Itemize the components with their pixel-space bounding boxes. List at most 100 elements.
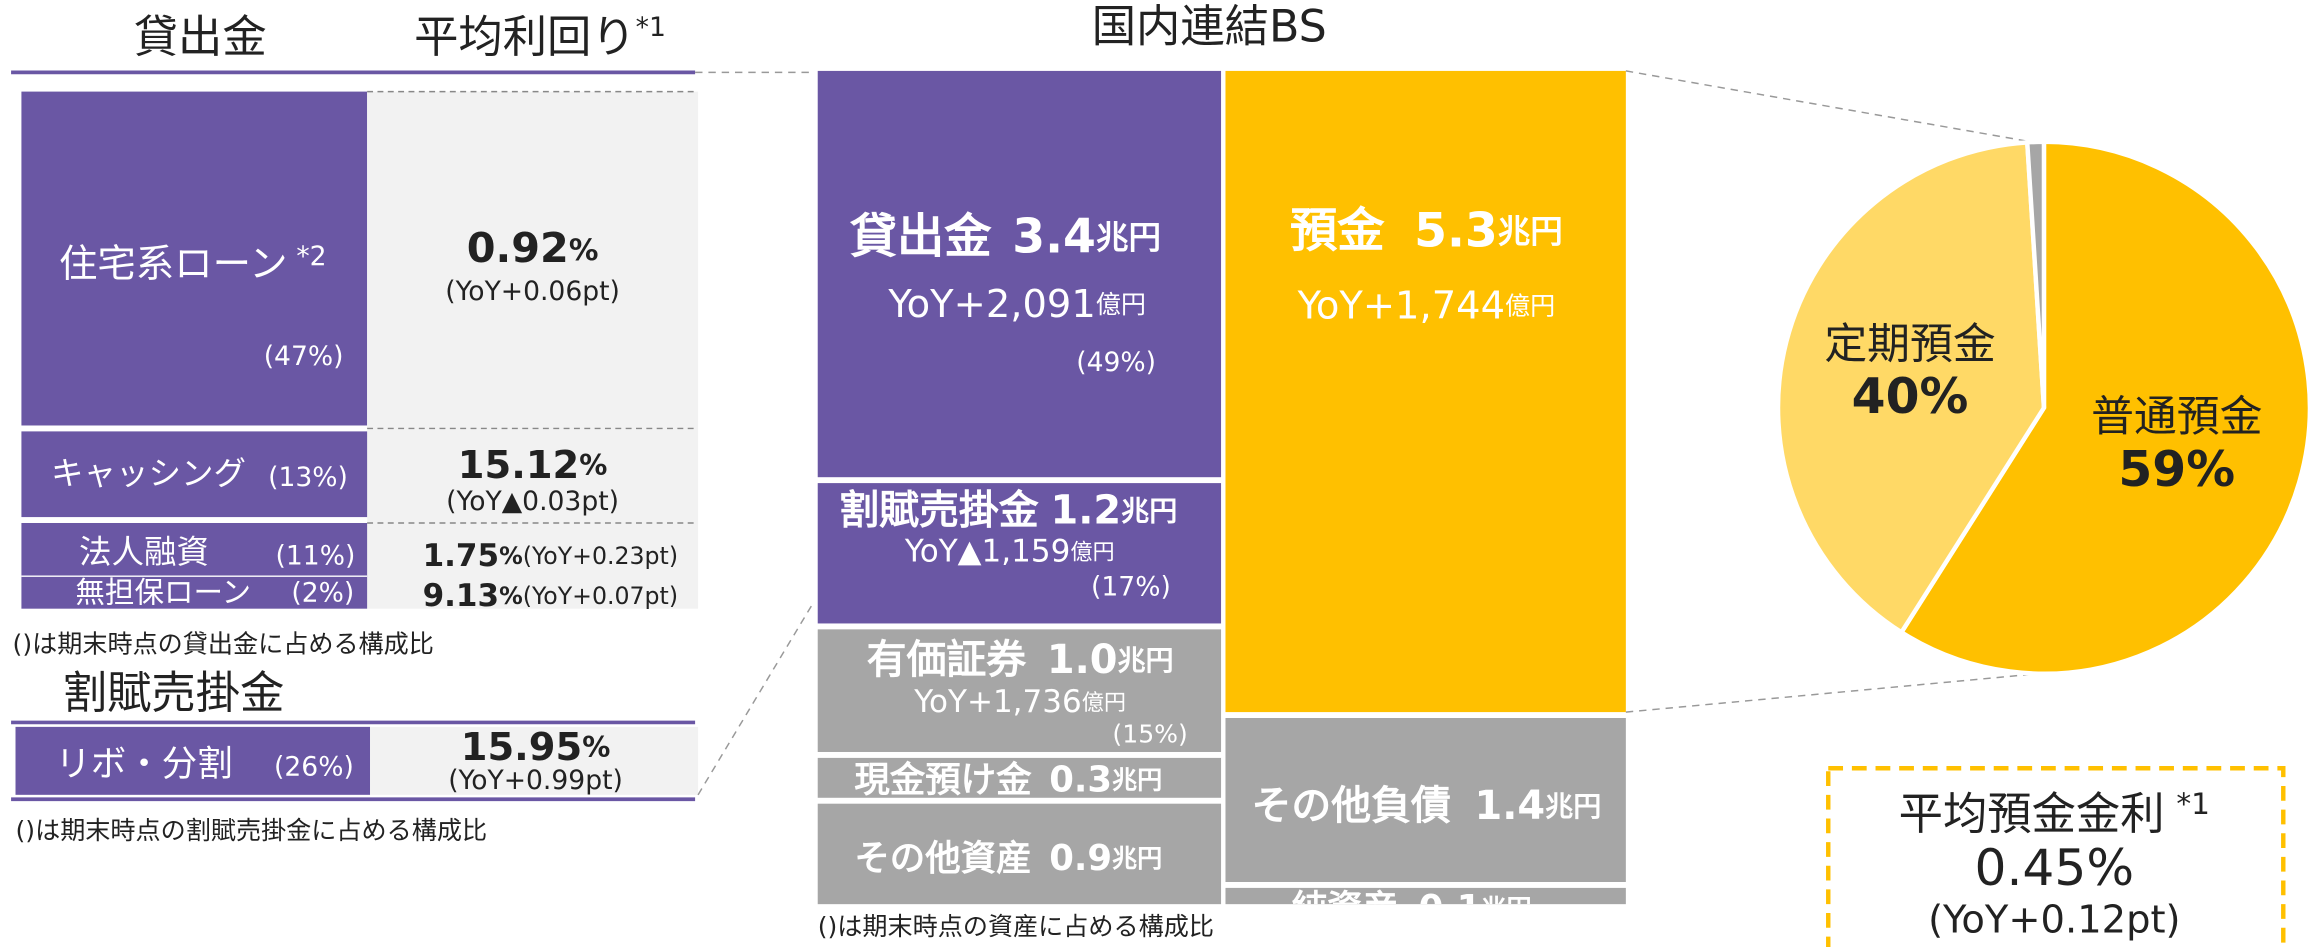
loan-yoy: (YoY+0.06pt) [445,276,620,307]
pie-slice [1775,139,2047,636]
loan-yoy: (YoY▲0.03pt) [446,486,619,517]
yield-box [370,726,699,795]
asset-amount: 0.3 [1049,760,1112,801]
yield-value: 0.92 [467,224,569,272]
loan-box [21,91,368,426]
loan-share: (2%) [291,577,354,608]
asset-box [817,70,1222,478]
loan-share: (13%) [268,462,348,493]
loan-share: (47%) [264,341,344,372]
asset-label: 有価証券 1.0兆円 [867,636,1174,682]
loan-yield: 0.92% [467,224,599,272]
asset-name: 有価証券 [867,636,1028,682]
asset-yoy: YoY+1,736億円 [913,684,1126,720]
liability-name: 純資産 [1292,888,1398,929]
liability-amount: 5.3 [1414,203,1498,258]
liability-name: 預金 [1290,203,1385,258]
loan-name: リボ・分割 [55,743,232,784]
yoy-text: YoY+1,736 [913,684,1082,720]
asset-unit: 兆円 [1121,495,1177,528]
footnote-mark: *1 [2176,787,2210,821]
rate-box [1826,766,2286,947]
loan-name-text: 住宅系ローン [59,241,288,286]
asset-unit: 兆円 [1112,766,1162,795]
asset-box [817,629,1222,752]
slice-value: 59% [2118,442,2235,498]
asset-yoy: YoY+2,091億円 [887,281,1146,326]
note: ()は期末時点の資産に占める構成比 [818,912,1214,941]
bs-title: 国内連結BS [1092,2,1327,53]
asset-share: (17%) [1091,571,1171,602]
clipped-label: 純資産 0.1兆円 [1292,888,1532,929]
liability-unit: 兆円 [1481,894,1531,923]
loan-name: キャッシング [51,455,246,493]
asset-name: 現金預け金 [854,760,1032,801]
liability-box [1225,718,1626,882]
liability-unit: 兆円 [1545,790,1601,823]
loan-yield: 15.95% [461,725,611,770]
liability-amount: 0.1 [1419,888,1482,929]
footnote-mark: *1 [636,12,666,43]
loan-name: 法人融資 [79,533,209,571]
yield-value: 9.13 [423,578,500,614]
loan-name: 無担保ローン [75,575,251,609]
slice-value: 40% [1852,369,1969,425]
yield-title: 平均利回り*1 [414,12,666,63]
asset-unit: 兆円 [1096,218,1161,256]
loan-yield: 15.12% [458,442,608,487]
loan-name: 住宅系ローン *2 [59,241,327,287]
asset-box [817,803,1222,905]
loan-box [21,522,368,609]
asset-amount: 3.4 [1012,209,1096,264]
yield-unit: % [569,233,599,267]
yoy-unit: 億円 [1082,690,1126,716]
loan-yoy: (YoY+0.99pt) [448,765,623,796]
yoy-text: YoY+2,091 [887,281,1095,326]
yoy-text: YoY▲1,159 [904,534,1070,570]
asset-amount: 1.2 [1051,487,1122,533]
yield-unit: % [499,581,523,609]
asset-unit: 兆円 [1117,644,1173,677]
yield-box [367,91,699,609]
yield-unit: % [579,449,607,482]
yield-unit: % [582,731,610,764]
loan-box [15,726,371,795]
asset-share: (49%) [1076,347,1156,378]
asset-label: 割賦売掛金 1.2兆円 [839,487,1177,533]
loans-title: 貸出金 [134,12,267,63]
asset-share: (15%) [1112,720,1187,749]
asset-unit: 兆円 [1112,844,1162,873]
rate-title: 平均預金金利 *1 [1899,787,2210,840]
liability-label: 純資産 0.1兆円 [1292,888,1532,929]
liability-yoy: YoY+1,744億円 [1297,283,1556,328]
loan-box [21,431,368,518]
asset-box [817,483,1222,624]
pie-slice [1898,139,2313,676]
loan-yoy: (YoY+0.07pt) [523,581,678,609]
installment-title: 割賦売掛金 [63,668,285,719]
connector [1625,70,2040,145]
loan-yield: 9.13%(YoY+0.07pt) [423,578,678,614]
asset-amount: 1.0 [1047,636,1118,682]
pie-slice [2024,139,2047,408]
asset-yoy: YoY▲1,159億円 [904,534,1115,570]
note: ()は期末時点の割賦売掛金に占める構成比 [16,816,488,845]
loan-yield: 1.75%(YoY+0.23pt) [423,538,678,574]
asset-name: 割賦売掛金 [839,487,1039,533]
yoy-unit: 億円 [1070,539,1114,565]
asset-name: 貸出金 [850,209,993,264]
connector [697,602,814,796]
liability-label: その他負債 1.4兆円 [1252,783,1602,829]
loan-share: (11%) [276,540,356,571]
loan-yoy: (YoY+0.23pt) [523,541,678,569]
yield-unit: % [499,541,523,569]
liability-name: その他負債 [1252,783,1452,829]
liability-box [1225,887,1626,905]
yoy-text: YoY+1,744 [1297,283,1505,328]
asset-label: 現金預け金 0.3兆円 [854,760,1162,801]
yield-title-text: 平均利回り [414,12,636,63]
note: ()は期末時点の貸出金に占める構成比 [13,630,434,659]
